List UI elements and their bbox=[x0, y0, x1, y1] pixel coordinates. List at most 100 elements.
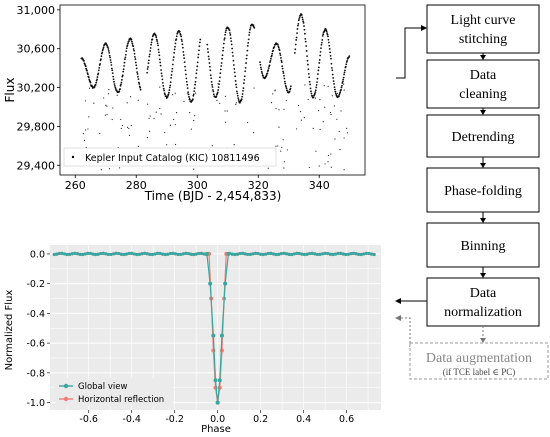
light-curve-point bbox=[195, 76, 197, 79]
light-curve-point bbox=[86, 73, 89, 76]
light-curve-point bbox=[290, 85, 292, 88]
light-curve-point bbox=[102, 48, 105, 50]
light-curve-point bbox=[194, 80, 197, 83]
light-curve-point bbox=[327, 35, 329, 38]
series-point bbox=[63, 252, 67, 256]
series-point bbox=[171, 251, 175, 255]
light-curve-outlier-point bbox=[330, 113, 332, 116]
light-curve-point bbox=[233, 68, 236, 70]
light-curve-outlier-point bbox=[217, 83, 219, 85]
light-curve-point bbox=[134, 58, 137, 60]
light-curve-point bbox=[262, 75, 264, 77]
light-curve-outlier-point bbox=[183, 100, 185, 102]
light-curve-outlier-point bbox=[343, 169, 345, 171]
light-curve-outlier-point bbox=[149, 115, 151, 117]
light-curve-outlier-point bbox=[120, 127, 122, 130]
light-curve-y-tick-label: 30,600 bbox=[17, 43, 56, 56]
light-curve-outlier-point bbox=[297, 104, 300, 107]
light-curve-point bbox=[124, 56, 127, 59]
light-curve-point bbox=[247, 38, 250, 41]
light-curve-point bbox=[97, 69, 100, 72]
series-point bbox=[114, 251, 118, 255]
step-stitching-line2: stitching bbox=[459, 32, 507, 47]
light-curve-point bbox=[96, 78, 98, 81]
light-curve-point bbox=[305, 45, 308, 47]
step-box-cleaning: Data cleaning bbox=[426, 59, 540, 109]
light-curve-y-tick-label: 30,200 bbox=[17, 82, 56, 95]
light-curve-point bbox=[337, 95, 340, 98]
light-curve-point bbox=[297, 24, 299, 27]
light-curve-outlier-point bbox=[343, 137, 345, 139]
light-curve-outlier-point bbox=[336, 92, 339, 94]
light-curve-point bbox=[241, 93, 244, 95]
light-curve-outlier-point bbox=[128, 134, 131, 136]
light-curve-point bbox=[341, 84, 343, 87]
light-curve-point bbox=[309, 87, 312, 90]
light-curve-point bbox=[146, 71, 149, 74]
light-curve-point bbox=[230, 40, 233, 43]
light-curve-point bbox=[244, 66, 247, 69]
series-point bbox=[277, 252, 281, 256]
light-curve-point bbox=[286, 89, 289, 92]
light-curve-point bbox=[294, 48, 297, 51]
normalized-flux-y-tick-label: -0.8 bbox=[26, 368, 45, 379]
light-curve-point bbox=[179, 34, 182, 36]
light-curve-point bbox=[197, 56, 200, 59]
light-curve-point bbox=[107, 48, 110, 50]
step-normalization-line2: normalization bbox=[444, 305, 522, 320]
light-curve-point bbox=[312, 96, 315, 99]
light-curve-point bbox=[248, 34, 251, 36]
light-curve-point bbox=[207, 55, 210, 58]
light-curve-point bbox=[171, 67, 174, 70]
light-curve-point bbox=[247, 42, 250, 44]
normalized-flux-x-tick-label: -0.4 bbox=[122, 414, 141, 425]
light-curve-point bbox=[97, 72, 100, 75]
light-curve-point bbox=[84, 65, 87, 68]
light-curve-outlier-point bbox=[149, 130, 151, 132]
light-curve-outlier-point bbox=[147, 103, 149, 105]
light-curve-point bbox=[269, 59, 272, 62]
light-curve-point bbox=[156, 40, 159, 42]
light-curve-point bbox=[318, 59, 321, 61]
series-point bbox=[86, 251, 90, 255]
light-curve-point bbox=[171, 70, 173, 73]
light-curve-point bbox=[285, 86, 288, 88]
light-curve-outlier-point bbox=[327, 161, 329, 163]
series-point bbox=[246, 252, 250, 257]
series-point bbox=[248, 252, 252, 257]
light-curve-point bbox=[83, 60, 85, 62]
series-point bbox=[320, 252, 325, 256]
light-curve-outlier-point bbox=[191, 99, 193, 101]
normalized-flux-xlabel: Phase bbox=[201, 424, 231, 435]
light-curve-legend bbox=[63, 147, 277, 167]
light-curve-outlier-point bbox=[289, 88, 292, 90]
light-curve-point bbox=[119, 88, 122, 90]
light-curve-point bbox=[236, 94, 239, 97]
light-curve-point bbox=[125, 47, 128, 50]
light-curve-point bbox=[279, 54, 282, 57]
light-curve-point bbox=[298, 18, 301, 20]
light-curve-point bbox=[120, 81, 123, 84]
light-curve-point bbox=[242, 82, 245, 85]
light-curve-outlier-point bbox=[280, 150, 282, 152]
light-curve-point bbox=[231, 47, 234, 50]
series-point bbox=[357, 252, 361, 256]
step-normalization-line1: Data bbox=[470, 286, 497, 301]
light-curve-outlier-point bbox=[120, 118, 122, 120]
series-point bbox=[161, 252, 165, 256]
light-curve-point bbox=[304, 37, 307, 40]
light-curve-point bbox=[329, 54, 332, 57]
light-curve-point bbox=[193, 87, 196, 90]
dashed-arrow-head-to-chart bbox=[395, 315, 401, 321]
light-curve-point bbox=[124, 58, 126, 61]
light-curve-outlier-point bbox=[304, 84, 306, 86]
light-curve-point bbox=[235, 86, 238, 89]
light-curve-outlier-point bbox=[277, 145, 279, 147]
light-curve-outlier-point bbox=[108, 168, 110, 170]
light-curve-point bbox=[223, 37, 226, 40]
series-point bbox=[287, 252, 291, 256]
series-point bbox=[256, 251, 260, 256]
light-curve-point bbox=[321, 35, 324, 37]
light-curve-point bbox=[268, 64, 271, 67]
series-point bbox=[279, 252, 283, 256]
